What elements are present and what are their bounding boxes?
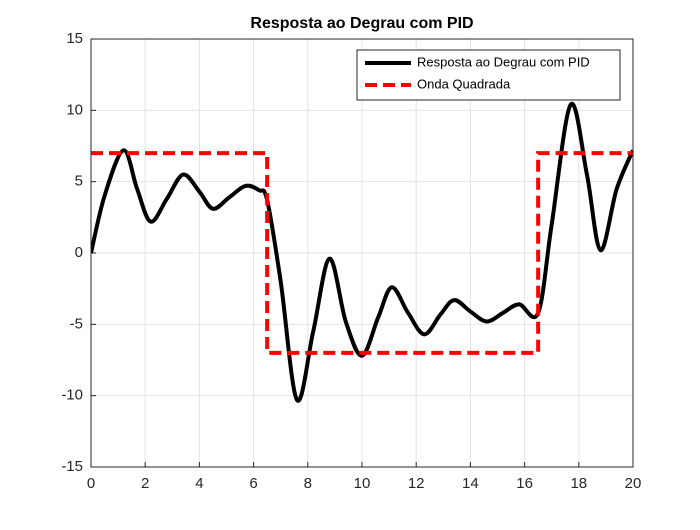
x-tick-label: 20 — [625, 475, 642, 492]
y-tick-label: -5 — [70, 315, 83, 332]
x-tick-label: 8 — [304, 475, 312, 492]
x-tick-label: 6 — [249, 475, 257, 492]
x-tick-label: 0 — [87, 475, 95, 492]
x-tick-label: 14 — [462, 475, 479, 492]
y-tick-label: 10 — [66, 101, 83, 118]
y-tick-label: 5 — [75, 173, 83, 190]
legend-label: Resposta ao Degrau com PID — [417, 54, 590, 69]
x-tick-label: 12 — [408, 475, 425, 492]
y-tick-label: -15 — [61, 458, 83, 475]
y-tick-label: -10 — [61, 387, 83, 404]
x-tick-label: 2 — [141, 475, 149, 492]
y-tick-label: 15 — [66, 30, 83, 47]
series-line — [91, 151, 633, 355]
legend-box — [356, 49, 621, 101]
chart-title: Resposta ao Degrau com PID — [250, 15, 473, 32]
x-tick-label: 16 — [516, 475, 533, 492]
series-line — [91, 101, 633, 403]
x-tick-label: 4 — [195, 475, 203, 492]
x-tick-label: 10 — [354, 475, 371, 492]
legend-label: Onda Quadrada — [417, 76, 511, 91]
y-tick-label: 0 — [75, 244, 83, 261]
plot-frame — [90, 38, 634, 468]
x-tick-label: 18 — [570, 475, 587, 492]
